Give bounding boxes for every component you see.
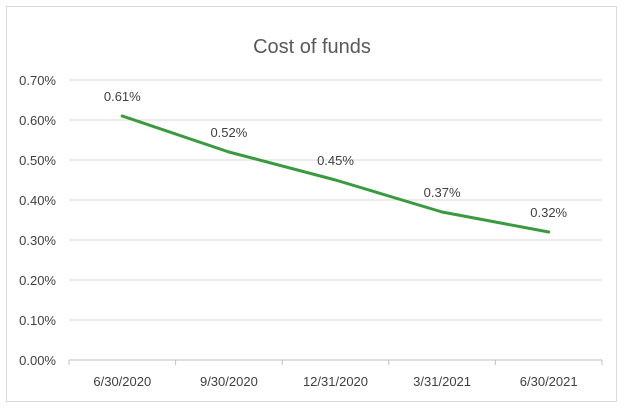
x-axis: 6/30/2020 9/30/2020 12/31/2020 3/31/2021 6/3… <box>68 359 603 389</box>
chart-frame <box>6 6 617 402</box>
series-line <box>120 114 551 234</box>
data-point <box>547 230 551 234</box>
series-cost-of-funds <box>120 114 551 234</box>
data-point <box>227 150 231 154</box>
x-tick-label: 12/31/2020 <box>303 374 368 389</box>
data-label: 0.52% <box>210 125 247 140</box>
data-label: 0.45% <box>317 153 354 168</box>
data-label: 0.61% <box>104 89 141 104</box>
x-tick-label: 6/30/2020 <box>93 374 151 389</box>
data-point <box>334 178 337 182</box>
y-tick-label: 0.10% <box>19 313 56 328</box>
data-label: 0.32% <box>530 205 567 220</box>
y-tick-label: 0.70% <box>19 73 56 88</box>
data-labels: 0.61% 0.52% 0.45% 0.37% 0.32% <box>104 89 568 220</box>
data-point <box>440 210 444 214</box>
gridlines <box>69 79 602 321</box>
data-point <box>120 114 124 118</box>
y-tick-label: 0.40% <box>19 193 56 208</box>
x-tick-label: 9/30/2020 <box>200 374 258 389</box>
y-tick-label: 0.00% <box>19 353 56 368</box>
y-tick-label: 0.30% <box>19 233 56 248</box>
x-tick-label: 3/31/2021 <box>413 374 471 389</box>
y-tick-label: 0.60% <box>19 113 56 128</box>
chart-title: Cost of funds <box>253 36 371 58</box>
x-tick-label: 6/30/2021 <box>520 374 578 389</box>
y-axis-ticks: 0.00% 0.10% 0.20% 0.30% 0.40% 0.50% 0.60% 0.70% <box>19 73 56 368</box>
y-tick-label: 0.50% <box>19 153 56 168</box>
y-tick-label: 0.20% <box>19 273 56 288</box>
data-label: 0.37% <box>424 185 461 200</box>
